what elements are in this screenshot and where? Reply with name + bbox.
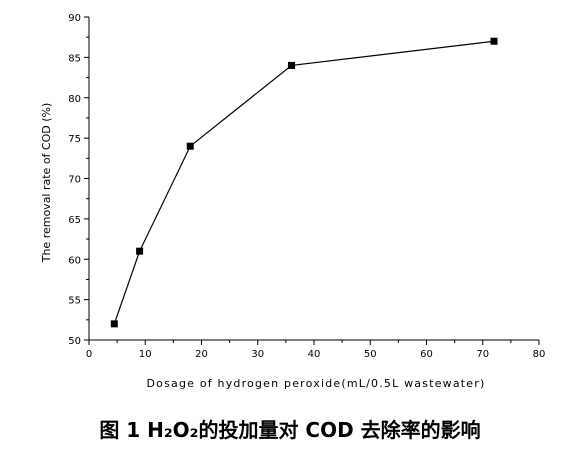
figure-caption: 图 1 H₂O₂的投加量对 COD 去除率的影响 xyxy=(99,418,481,442)
y-tick-label: 65 xyxy=(68,215,81,226)
series xyxy=(110,37,498,328)
y-tick-label: 60 xyxy=(68,255,81,266)
x-tick-label: 10 xyxy=(139,349,152,360)
x-tick-label: 30 xyxy=(251,349,264,360)
axes xyxy=(88,17,539,341)
x-tick-label: 40 xyxy=(308,349,321,360)
data-point-marker xyxy=(136,247,144,255)
data-point-marker xyxy=(186,142,194,150)
x-ticks: 0 10 20 30 40 50 60 70 80 xyxy=(86,340,546,360)
y-tick-label: 85 xyxy=(68,53,81,64)
series-line xyxy=(113,40,495,325)
x-axis-title: Dosage of hydrogen peroxide(mL/0.5L wast… xyxy=(147,377,486,390)
data-point-marker xyxy=(490,37,498,45)
data-point-marker xyxy=(288,61,295,69)
x-tick-label: 0 xyxy=(86,349,92,360)
y-ticks: 50 55 60 65 70 75 80 85 90 xyxy=(68,13,89,347)
y-tick-label: 70 xyxy=(68,175,81,186)
x-tick-label: 60 xyxy=(420,349,433,360)
chart: 0 10 20 30 40 50 60 70 80 50 55 60 65 70 75 80 85 90 Dos… xyxy=(40,13,546,390)
x-tick-label: 20 xyxy=(195,349,208,360)
x-tick-label: 70 xyxy=(476,349,489,360)
y-tick-label: 80 xyxy=(68,94,81,105)
x-tick-label: 80 xyxy=(533,349,546,360)
y-tick-label: 90 xyxy=(68,13,81,24)
y-tick-label: 75 xyxy=(68,134,81,145)
data-point-marker xyxy=(110,320,118,328)
y-tick-label: 50 xyxy=(68,336,81,347)
y-axis-title: The removal rate of COD (%) xyxy=(40,103,53,264)
y-tick-label: 55 xyxy=(68,296,81,307)
x-tick-label: 50 xyxy=(364,349,377,360)
